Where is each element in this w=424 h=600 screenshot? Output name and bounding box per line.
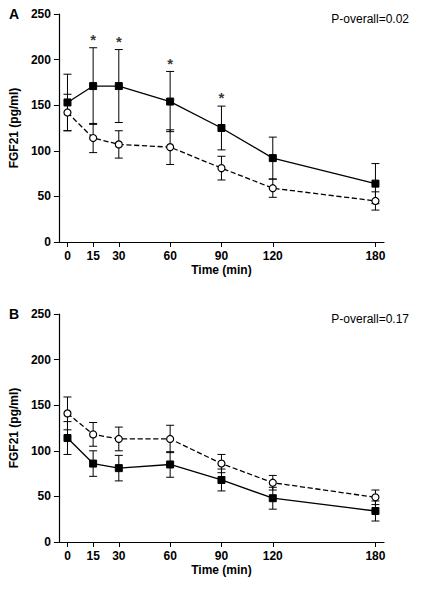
svg-text:30: 30 (112, 249, 126, 263)
svg-text:200: 200 (31, 53, 51, 67)
svg-text:150: 150 (31, 98, 51, 112)
svg-text:15: 15 (86, 249, 100, 263)
svg-text:0: 0 (44, 535, 51, 549)
svg-text:0: 0 (44, 235, 51, 249)
svg-text:120: 120 (263, 549, 283, 563)
svg-text:250: 250 (31, 7, 51, 21)
svg-text:*: * (167, 55, 173, 72)
svg-text:100: 100 (31, 144, 51, 158)
svg-text:0: 0 (64, 249, 71, 263)
svg-text:150: 150 (31, 398, 51, 412)
svg-text:50: 50 (38, 189, 52, 203)
svg-text:90: 90 (215, 249, 229, 263)
svg-text:B: B (9, 306, 19, 322)
svg-text:*: * (116, 33, 122, 50)
svg-text:A: A (9, 6, 19, 22)
svg-text:250: 250 (31, 307, 51, 321)
svg-text:P-overall=0.02: P-overall=0.02 (331, 12, 409, 26)
svg-text:FGF21 (pg/ml): FGF21 (pg/ml) (7, 388, 21, 469)
svg-text:*: * (90, 31, 96, 48)
svg-text:120: 120 (263, 249, 283, 263)
svg-text:Time (min): Time (min) (191, 263, 251, 277)
svg-text:50: 50 (38, 489, 52, 503)
svg-text:P-overall=0.17: P-overall=0.17 (331, 312, 409, 326)
svg-text:60: 60 (163, 549, 177, 563)
svg-text:0: 0 (64, 549, 71, 563)
svg-text:60: 60 (163, 249, 177, 263)
svg-text:*: * (219, 89, 225, 106)
svg-text:Time (min): Time (min) (191, 563, 251, 577)
svg-text:15: 15 (86, 549, 100, 563)
svg-text:180: 180 (365, 549, 385, 563)
svg-text:30: 30 (112, 549, 126, 563)
svg-text:180: 180 (365, 249, 385, 263)
svg-text:100: 100 (31, 444, 51, 458)
svg-text:FGF21 (pg/ml): FGF21 (pg/ml) (7, 88, 21, 169)
svg-text:90: 90 (215, 549, 229, 563)
svg-text:200: 200 (31, 353, 51, 367)
